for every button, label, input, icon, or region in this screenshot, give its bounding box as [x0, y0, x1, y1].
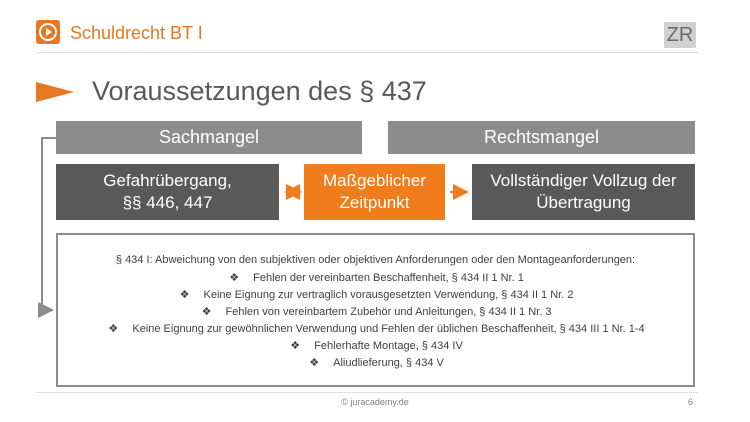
list-item: ❖ Aliudlieferung, § 434 V — [58, 355, 693, 372]
category-rechtsmangel: Rechtsmangel — [388, 121, 695, 154]
zeitpunkt-line1: Maßgeblicher — [323, 171, 426, 190]
list-item: ❖ Fehlen der vereinbarten Beschaffenheit,… — [58, 270, 693, 287]
list-item-text: Fehlerhafte Montage, § 434 IV — [314, 340, 463, 352]
diamond-bullet-icon: ❖ — [290, 340, 301, 352]
vollzug-line1: Vollständiger Vollzug der — [490, 171, 677, 190]
play-logo-icon — [36, 20, 60, 44]
zr-badge: ZR — [664, 22, 696, 48]
requirements-intro: § 434 I: Abweichung von den subjektiven … — [115, 254, 636, 266]
list-item-text: Keine Eignung zur vertraglich vorausgese… — [203, 289, 574, 301]
requirements-list: ❖ Fehlen der vereinbarten Beschaffenheit,… — [58, 270, 693, 372]
list-item: ❖ Keine Eignung zur gewöhnlichen Verwendu… — [58, 321, 693, 338]
title-arrow-icon — [36, 82, 74, 102]
list-item-text: Keine Eignung zur gewöhnlichen Verwendun… — [132, 323, 645, 335]
course-title: Schuldrecht BT I — [70, 23, 203, 43]
diamond-bullet-icon: ❖ — [309, 357, 320, 369]
header-divider — [36, 52, 698, 53]
slide-header: Schuldrecht BT I ZR — [0, 0, 750, 60]
page-number: 6 — [688, 397, 694, 407]
vollzug-box: Vollständiger Vollzug der Übertragung — [472, 164, 695, 220]
category-sachmangel: Sachmangel — [56, 121, 362, 154]
requirements-box: § 434 I: Abweichung von den subjektiven … — [56, 233, 695, 387]
list-item-text: Fehlen der vereinbarten Beschaffenheit, … — [253, 272, 524, 284]
diamond-bullet-icon: ❖ — [179, 289, 190, 301]
gefahruebergang-line1: Gefahrübergang, — [103, 171, 232, 190]
diamond-bullet-icon: ❖ — [201, 306, 212, 318]
list-item-text: Fehlen von vereinbartem Zubehör und Anle… — [225, 306, 552, 318]
gefahruebergang-box: Gefahrübergang, §§ 446, 447 — [56, 164, 279, 220]
vollzug-line2: Übertragung — [536, 193, 631, 212]
zeitpunkt-line2: Zeitpunkt — [339, 193, 410, 212]
list-item: ❖ Keine Eignung zur vertraglich vorausges… — [58, 287, 693, 304]
slide-title: Voraussetzungen des § 437 — [92, 76, 427, 106]
list-item: ❖ Fehlerhafte Montage, § 434 IV — [58, 338, 693, 355]
sachmangel-bracket-connector — [38, 137, 56, 318]
footer-divider — [36, 392, 698, 393]
gefahruebergang-line2: §§ 446, 447 — [122, 193, 213, 212]
list-item: ❖ Fehlen von vereinbartem Zubehör und Anl… — [58, 304, 693, 321]
zeitpunkt-box: Maßgeblicher Zeitpunkt — [304, 164, 445, 220]
list-item-text: Aliudlieferung, § 434 V — [333, 357, 444, 369]
footer-copyright: © juracademy.de — [341, 397, 409, 407]
diamond-bullet-icon: ❖ — [108, 323, 119, 335]
diamond-bullet-icon: ❖ — [229, 272, 240, 284]
